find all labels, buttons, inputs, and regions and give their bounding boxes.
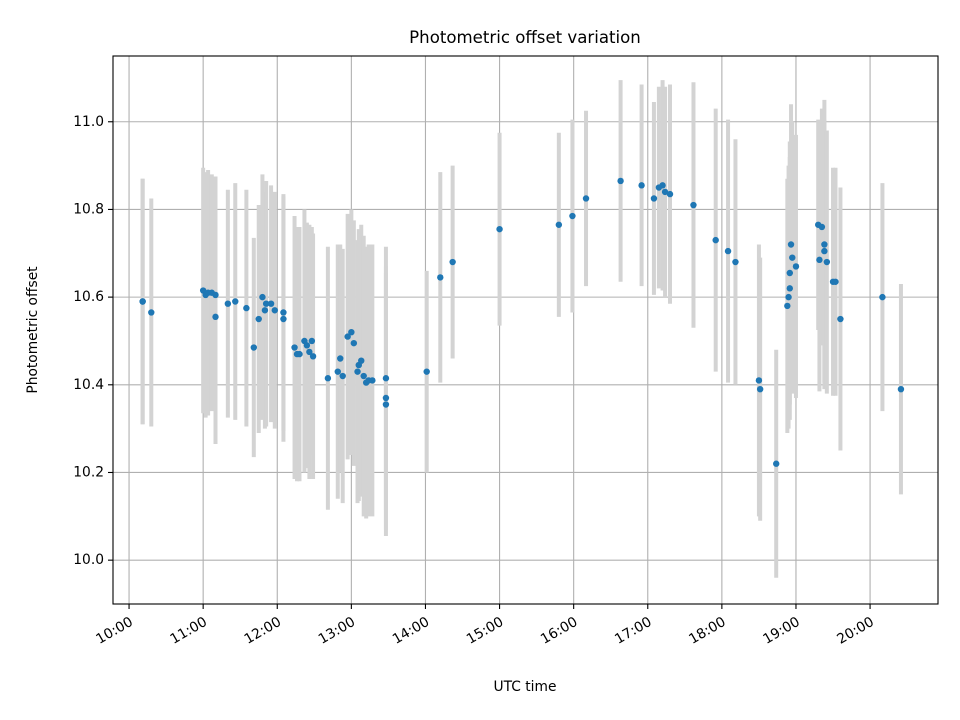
data-point [423, 368, 430, 375]
data-point [756, 385, 764, 393]
x-tick-label: 14:00 [390, 614, 432, 648]
data-point [792, 263, 800, 270]
data-point [784, 302, 791, 310]
data-point [303, 342, 311, 349]
data-point [732, 258, 739, 266]
data-point [712, 236, 719, 244]
data-point [449, 258, 456, 266]
data-point [617, 177, 624, 185]
x-tick-label: 16:00 [538, 614, 580, 648]
data-point [267, 300, 275, 307]
data-point [339, 372, 346, 380]
data-point [334, 368, 341, 375]
data-point [358, 357, 365, 364]
data-point [755, 377, 763, 384]
plot-frame [112, 55, 939, 605]
data-point [271, 307, 278, 314]
data-point [212, 313, 219, 321]
data-point [821, 241, 828, 248]
data-point [650, 195, 658, 202]
data-point [259, 293, 266, 301]
data-point [337, 355, 344, 362]
data-point [291, 344, 298, 351]
data-point [255, 315, 262, 323]
data-point [250, 344, 257, 351]
data-point [724, 247, 732, 255]
data-point [789, 254, 796, 261]
data-point [638, 182, 645, 189]
data-point [280, 315, 287, 323]
data-point [262, 300, 270, 307]
chart-title: Photometric offset variation [409, 28, 641, 47]
data-point [555, 221, 563, 228]
x-tick-label: 15:00 [464, 614, 506, 648]
data-point [308, 337, 316, 345]
data-point [582, 195, 590, 202]
data-point [360, 372, 367, 380]
data-point [832, 278, 839, 285]
data-point [879, 293, 886, 301]
data-point [785, 293, 792, 301]
data-point [306, 348, 313, 356]
data-point [212, 291, 219, 299]
data-point [661, 188, 669, 196]
data-point [382, 401, 390, 408]
data-point [659, 182, 666, 189]
y-axis-label: Photometric offset [25, 266, 41, 394]
x-tick-label: 10:00 [93, 614, 135, 648]
x-tick-label: 17:00 [612, 614, 654, 648]
y-tick-label: 10.8 [73, 201, 104, 217]
y-tick-label: 10.6 [73, 289, 104, 305]
x-tick-label: 13:00 [316, 614, 358, 648]
y-tick-label: 10.4 [73, 377, 104, 393]
data-point [280, 309, 287, 316]
data-point [816, 256, 823, 264]
x-tick-label: 18:00 [686, 614, 728, 648]
data-point [148, 309, 155, 316]
data-point [350, 339, 358, 347]
x-tick-label: 19:00 [760, 614, 802, 648]
data-point [369, 377, 376, 384]
x-axis-label: UTC time [494, 679, 557, 695]
data-point [821, 247, 828, 255]
data-point [261, 307, 269, 314]
y-tick-label: 10.0 [73, 552, 104, 568]
data-point [666, 190, 674, 198]
x-tick-label: 12:00 [242, 614, 284, 648]
data-point [382, 375, 390, 382]
y-tick-label: 11.0 [73, 114, 104, 130]
data-point [496, 225, 503, 233]
x-tick-label: 20:00 [834, 614, 876, 648]
data-point [224, 300, 232, 307]
data-point [354, 368, 361, 375]
data-point [569, 212, 576, 220]
data-point [232, 298, 239, 305]
data-point [786, 285, 793, 292]
plot-background [113, 56, 938, 604]
y-tick-label: 10.2 [73, 464, 104, 480]
data-point [437, 274, 444, 281]
data-point [243, 304, 250, 312]
data-point [787, 241, 795, 248]
data-point [139, 298, 146, 305]
data-point [897, 385, 905, 393]
data-point [786, 269, 793, 277]
data-point [344, 333, 351, 340]
data-point [309, 353, 317, 360]
data-point [382, 394, 390, 402]
data-point [324, 375, 332, 382]
data-point [690, 201, 697, 209]
x-tick-label: 11:00 [168, 614, 210, 648]
data-point [837, 315, 844, 323]
data-point [348, 328, 355, 336]
data-point [823, 258, 831, 266]
point-layer [139, 177, 905, 467]
data-point [818, 223, 826, 231]
data-point [773, 460, 780, 467]
data-point [296, 350, 303, 358]
